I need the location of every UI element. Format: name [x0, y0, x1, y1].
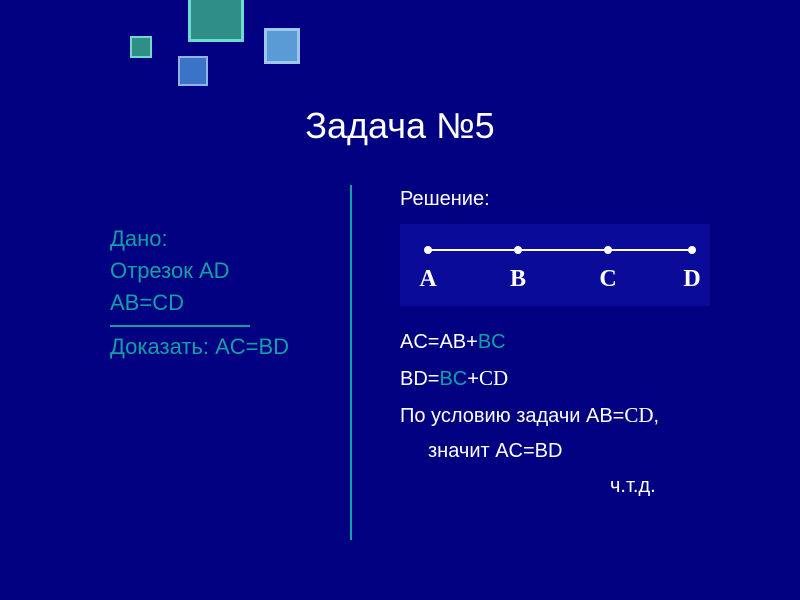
step-2: BD=BC+CD [400, 363, 740, 394]
step-3: По условию задачи AB=CD, [400, 400, 740, 431]
label-c: C [599, 266, 616, 292]
step-2a: BD= [400, 368, 439, 390]
deco-square-3 [178, 56, 208, 86]
given-line-1: Отрезок AD [110, 255, 350, 287]
given-divider [110, 325, 250, 327]
given-line-2: AB=CD [110, 287, 350, 319]
step-3a: По условию задачи AB= [400, 405, 624, 427]
qed: ч.т.д. [400, 472, 740, 501]
proof-block: AC=AB+BC BD=BC+CD По условию задачи AB=C… [400, 328, 740, 501]
prove-label: Доказать: AC=BD [110, 331, 350, 363]
step-2c: + [467, 368, 479, 390]
deco-square-1 [188, 0, 244, 42]
solution-column: Решение: A B C D AC=AB+BC [370, 185, 740, 560]
slide-title: Задача №5 [0, 105, 800, 147]
segment-figure: A B C D [400, 224, 710, 306]
content-area: Дано: Отрезок AD AB=CD Доказать: AC=BD Р… [110, 185, 740, 560]
solution-label: Решение: [400, 185, 740, 214]
step-1: AC=AB+BC [400, 328, 740, 357]
step-2d: CD [479, 366, 508, 390]
step-1b: BC [478, 331, 506, 353]
step-1a: AC=AB+ [400, 331, 478, 353]
step-2b: BC [439, 368, 467, 390]
prove-statement: AC=BD [215, 334, 289, 359]
step-3b: CD [624, 403, 653, 427]
prove-label-text: Доказать: [110, 334, 209, 359]
step-4: значит AC=BD [400, 437, 740, 466]
label-a: A [419, 266, 437, 292]
given-column: Дано: Отрезок AD AB=CD Доказать: AC=BD [110, 185, 370, 560]
point-d [688, 246, 696, 254]
point-b [514, 246, 522, 254]
label-b: B [510, 266, 526, 292]
point-c [604, 246, 612, 254]
slide: Задача №5 Дано: Отрезок AD AB=CD Доказат… [0, 0, 800, 600]
point-a [424, 246, 432, 254]
given-label: Дано: [110, 223, 350, 255]
deco-square-4 [130, 36, 152, 58]
label-d: D [683, 266, 700, 292]
deco-square-2 [264, 28, 300, 64]
step-3c: , [654, 405, 660, 427]
